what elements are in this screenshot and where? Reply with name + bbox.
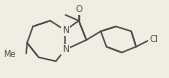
Text: Me: Me (3, 50, 16, 59)
Text: Cl: Cl (149, 35, 158, 44)
Text: N: N (62, 45, 69, 54)
Text: N: N (62, 26, 69, 35)
Text: O: O (75, 5, 82, 14)
